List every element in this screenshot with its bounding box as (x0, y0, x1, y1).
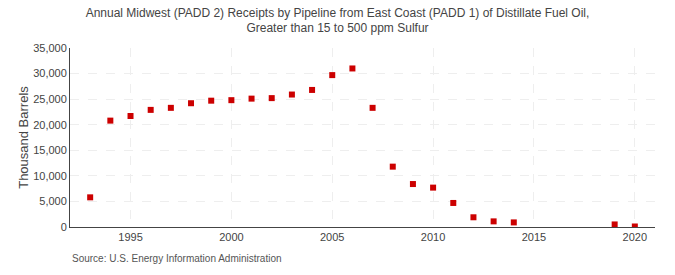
svg-text:10,000: 10,000 (33, 170, 67, 182)
svg-text:Source: U.S. Energy Informatio: Source: U.S. Energy Information Administ… (72, 253, 282, 264)
svg-text:2010: 2010 (421, 231, 445, 243)
svg-text:2015: 2015 (522, 231, 546, 243)
svg-text:2005: 2005 (320, 231, 344, 243)
svg-text:Annual Midwest (PADD 2) Receip: Annual Midwest (PADD 2) Receipts by Pipe… (86, 6, 590, 36)
svg-text:2020: 2020 (623, 231, 647, 243)
svg-text:25,000: 25,000 (33, 93, 67, 105)
svg-text:30,000: 30,000 (33, 67, 67, 79)
svg-text:1995: 1995 (118, 231, 142, 243)
svg-text:20,000: 20,000 (33, 119, 67, 131)
svg-text:Thousand Barrels: Thousand Barrels (16, 86, 31, 189)
svg-text:2000: 2000 (219, 231, 243, 243)
svg-text:15,000: 15,000 (33, 144, 67, 156)
svg-text:5,000: 5,000 (39, 195, 67, 207)
svg-text:35,000: 35,000 (33, 42, 67, 54)
svg-text:0: 0 (61, 221, 67, 233)
